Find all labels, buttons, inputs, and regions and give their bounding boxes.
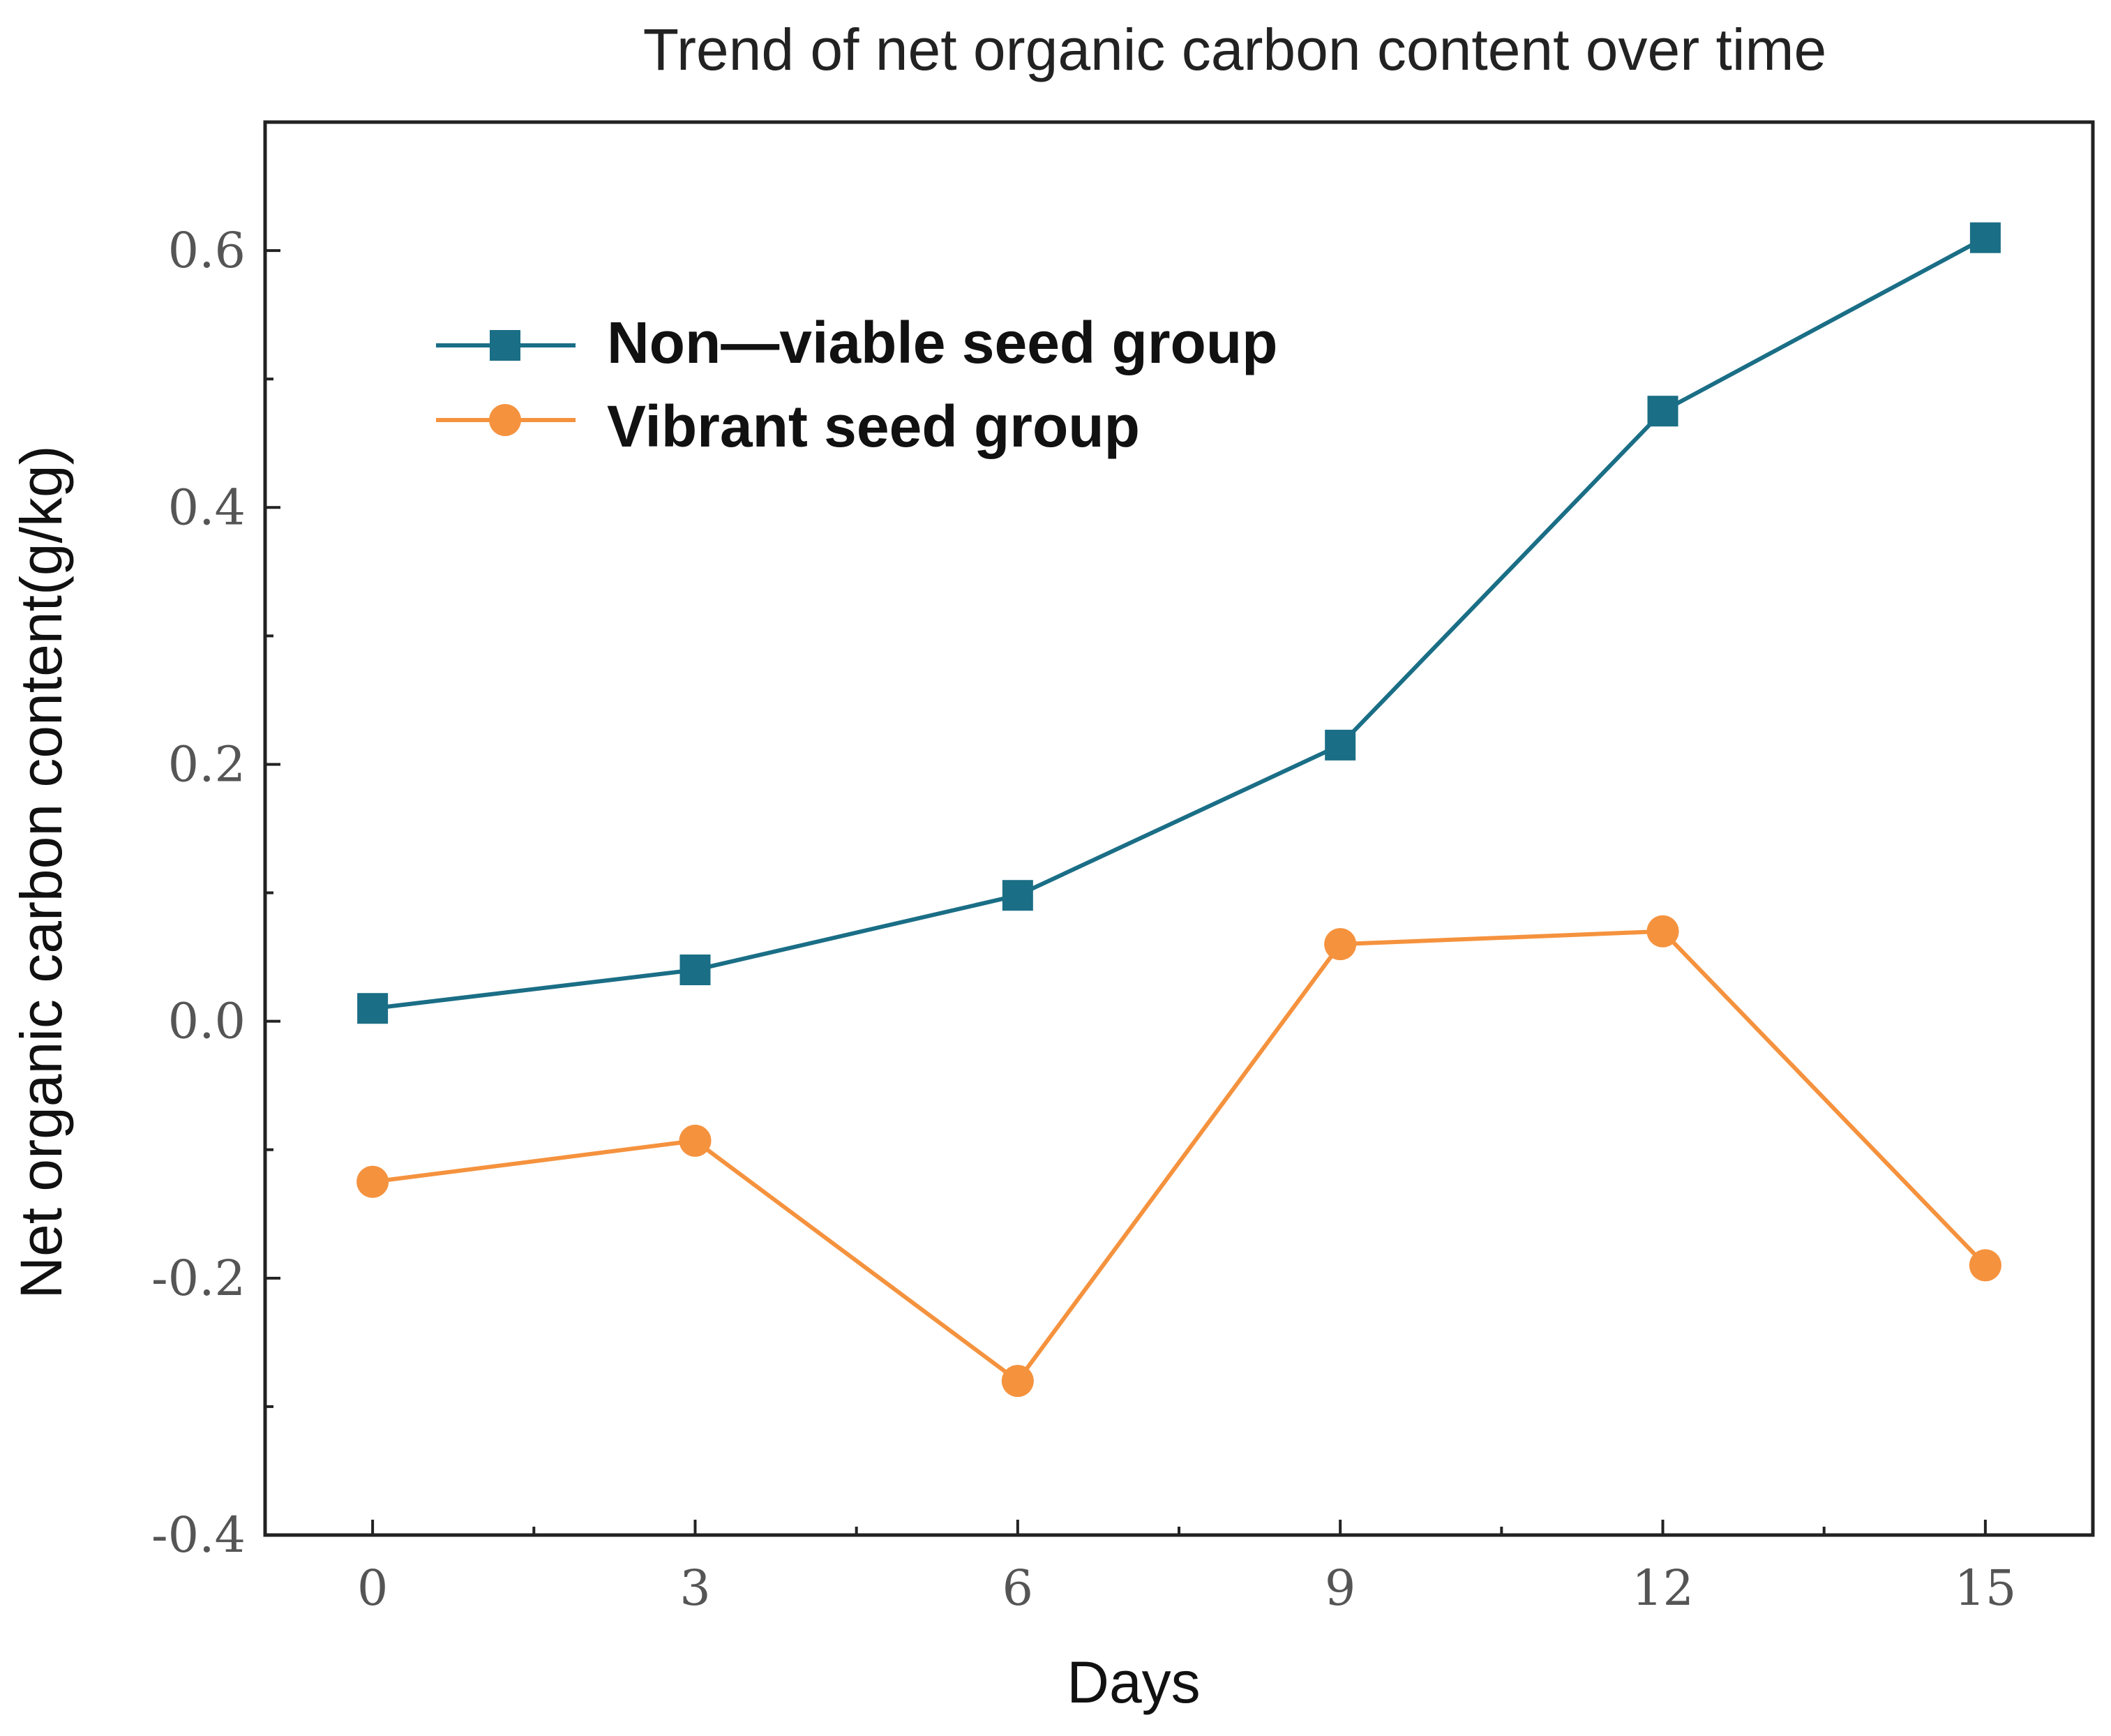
data-point-vibrant bbox=[1969, 1249, 2001, 1282]
data-point-vibrant bbox=[356, 1165, 389, 1198]
x-tick-label: 6 bbox=[1002, 1559, 1034, 1617]
y-tick-label: 0.4 bbox=[168, 479, 246, 536]
data-point-non-viable bbox=[1969, 222, 2001, 253]
data-point-non-viable bbox=[1325, 729, 1356, 761]
x-tick-label: 3 bbox=[679, 1559, 711, 1617]
x-tick-label: 0 bbox=[357, 1559, 389, 1617]
y-tick-label: 0.6 bbox=[168, 222, 246, 279]
data-point-vibrant bbox=[679, 1124, 712, 1157]
data-point-non-viable bbox=[1002, 880, 1033, 911]
legend-label-vibrant: Vibrant seed group bbox=[607, 394, 1140, 459]
data-point-vibrant bbox=[1646, 915, 1679, 948]
y-tick-label: -0.2 bbox=[151, 1250, 246, 1307]
series-layer bbox=[356, 222, 2001, 1398]
x-axis: 0 3 6 9 12 15 bbox=[357, 1520, 2016, 1617]
data-point-non-viable bbox=[1647, 396, 1678, 427]
legend: Non—viable seed group Vibrant seed group bbox=[436, 310, 1278, 459]
data-point-non-viable bbox=[679, 955, 711, 985]
data-point-vibrant bbox=[1001, 1365, 1034, 1398]
x-tick-label: 15 bbox=[1954, 1559, 2016, 1617]
data-point-non-viable bbox=[357, 993, 389, 1024]
legend-marker-vibrant bbox=[489, 404, 521, 436]
data-point-vibrant bbox=[1324, 928, 1357, 961]
y-tick-label: -0.4 bbox=[151, 1506, 246, 1564]
x-tick-label: 12 bbox=[1632, 1559, 1694, 1617]
x-tick-label: 9 bbox=[1325, 1559, 1356, 1617]
y-tick-label: 0.0 bbox=[168, 993, 246, 1050]
x-axis-label: Days bbox=[1067, 1649, 1200, 1715]
chart-title: Trend of net organic carbon content over… bbox=[643, 17, 1827, 82]
series-line-non-viable bbox=[372, 236, 1987, 1011]
y-axis: -0.4 -0.2 0.0 0.2 0.4 0.6 bbox=[151, 222, 280, 1564]
y-axis-label: Net organic carbon content(g/kg) bbox=[8, 445, 74, 1299]
series-line-vibrant bbox=[372, 929, 1988, 1384]
legend-label-non-viable: Non—viable seed group bbox=[607, 310, 1278, 375]
y-tick-label: 0.2 bbox=[168, 735, 246, 793]
legend-marker-non-viable bbox=[490, 330, 520, 361]
